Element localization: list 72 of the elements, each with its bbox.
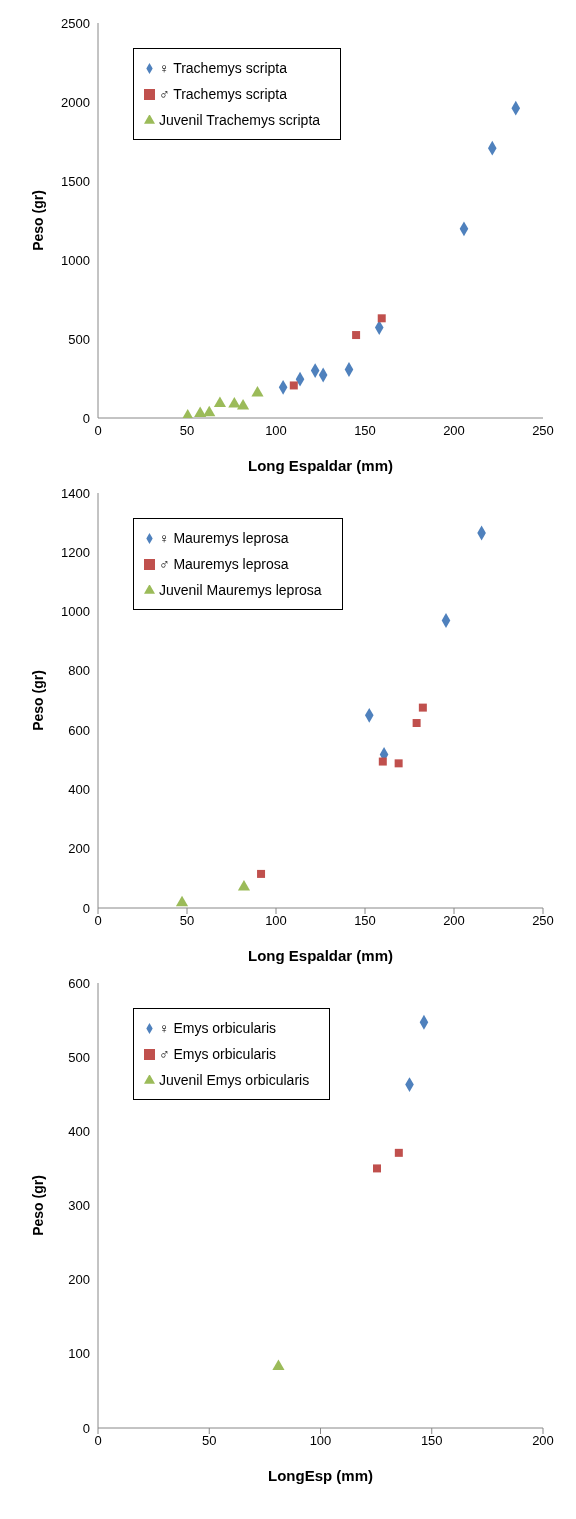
point bbox=[175, 895, 189, 907]
y-tick-label: 300 bbox=[68, 1198, 90, 1214]
y-axis-title: Peso (gr) bbox=[29, 1175, 46, 1236]
point bbox=[394, 1148, 403, 1157]
point bbox=[251, 386, 264, 397]
x-tick-label: 150 bbox=[354, 423, 376, 439]
y-tick-label: 0 bbox=[82, 410, 90, 426]
legend-label: ♂ Trachemys scripta bbox=[159, 86, 287, 102]
y-tick-label: 1000 bbox=[61, 252, 90, 268]
y-tick-label: 200 bbox=[68, 1272, 90, 1288]
x-tick-label: 250 bbox=[532, 913, 554, 929]
x-tick-label: 0 bbox=[94, 913, 102, 929]
y-tick-label: 200 bbox=[68, 841, 90, 857]
y-tick-label: 2500 bbox=[61, 15, 90, 31]
x-tick-label: 50 bbox=[202, 1433, 217, 1449]
y-tick-label: 1000 bbox=[61, 604, 90, 620]
x-tick-label: 50 bbox=[179, 423, 195, 439]
y-tick-label: 400 bbox=[68, 1123, 90, 1139]
legend-label: ♀ Trachemys scripta bbox=[159, 60, 287, 76]
point bbox=[352, 331, 361, 340]
point bbox=[418, 703, 427, 712]
legend-label: Juvenil Mauremys leprosa bbox=[159, 582, 322, 598]
y-tick-label: 600 bbox=[68, 722, 90, 738]
y-tick-label: 500 bbox=[68, 331, 90, 347]
x-tick-label: 50 bbox=[179, 913, 195, 929]
x-tick-label: 0 bbox=[94, 423, 102, 439]
x-tick-label: 150 bbox=[420, 1433, 443, 1449]
y-tick-label: 800 bbox=[68, 663, 90, 679]
point bbox=[377, 314, 386, 323]
point bbox=[373, 1164, 382, 1173]
point bbox=[378, 757, 387, 766]
point bbox=[394, 759, 403, 768]
y-tick-label: 400 bbox=[68, 782, 90, 798]
x-axis-title: Long Espaldar (mm) bbox=[247, 456, 394, 474]
point bbox=[272, 1359, 285, 1370]
y-axis-title: Peso (gr) bbox=[29, 190, 46, 251]
y-tick-label: 600 bbox=[68, 975, 90, 991]
point bbox=[213, 396, 227, 407]
legend-label: Juvenil Emys orbicularis bbox=[159, 1072, 310, 1088]
point bbox=[203, 405, 216, 417]
point bbox=[194, 406, 207, 418]
point bbox=[412, 719, 421, 728]
x-axis-title: Long Espaldar (mm) bbox=[247, 946, 394, 964]
point bbox=[236, 398, 250, 410]
x-tick-label: 100 bbox=[265, 423, 287, 439]
point bbox=[257, 869, 266, 878]
x-axis-title: LongEsp (mm) bbox=[268, 1466, 373, 1484]
x-tick-label: 150 bbox=[354, 913, 376, 929]
y-tick-label: 100 bbox=[68, 1346, 90, 1362]
x-tick-label: 200 bbox=[532, 1433, 554, 1449]
legend-label: Juvenil Trachemys scripta bbox=[159, 112, 321, 128]
y-axis-title: Peso (gr) bbox=[29, 670, 46, 731]
y-tick-label: 1400 bbox=[61, 485, 90, 501]
y-tick-label: 0 bbox=[82, 900, 90, 916]
y-tick-label: 500 bbox=[68, 1049, 90, 1065]
y-tick-label: 0 bbox=[82, 1420, 90, 1436]
y-tick-label: 2000 bbox=[61, 94, 90, 110]
y-tick-label: 1500 bbox=[61, 173, 90, 189]
x-tick-label: 100 bbox=[265, 913, 287, 929]
legend-label: ♀ Mauremys leprosa bbox=[159, 530, 289, 546]
point bbox=[228, 397, 241, 408]
point bbox=[237, 879, 251, 891]
legend-label: ♂ Emys orbicularis bbox=[159, 1046, 277, 1062]
legend-label: ♀ Emys orbicularis bbox=[159, 1020, 277, 1036]
x-tick-label: 0 bbox=[94, 1433, 102, 1449]
point bbox=[289, 381, 298, 390]
y-tick-label: 1200 bbox=[61, 544, 90, 560]
x-tick-label: 250 bbox=[532, 423, 554, 439]
x-tick-label: 200 bbox=[443, 913, 465, 929]
x-tick-label: 100 bbox=[309, 1433, 332, 1449]
x-tick-label: 200 bbox=[443, 423, 465, 439]
legend-label: ♂ Mauremys leprosa bbox=[159, 556, 289, 572]
